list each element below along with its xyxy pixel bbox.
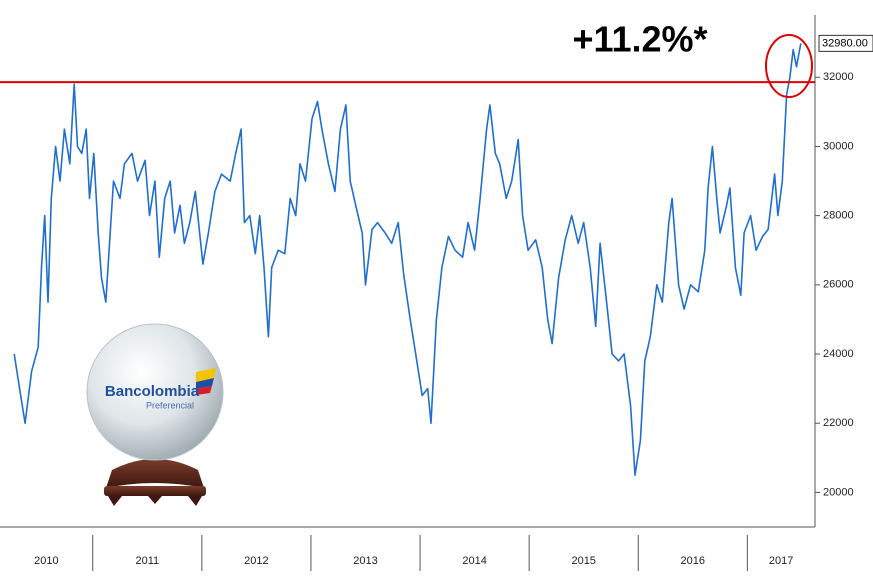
x-tick-label: 2012 bbox=[244, 555, 268, 567]
x-tick-label: 2013 bbox=[353, 555, 377, 567]
y-tick-label: 24000 bbox=[823, 348, 854, 360]
x-tick-label: 2011 bbox=[135, 555, 159, 567]
stand-feet bbox=[108, 496, 202, 506]
flag-red bbox=[196, 386, 212, 395]
crystal-ball bbox=[86, 323, 224, 461]
logo-name: Bancolombia bbox=[105, 383, 200, 400]
x-tick-label: 2016 bbox=[681, 555, 705, 567]
flag-blue bbox=[196, 378, 214, 389]
x-tick-label: 2015 bbox=[571, 555, 595, 567]
last-price-label: 32980.00 bbox=[822, 37, 868, 49]
x-tick-label: 2017 bbox=[769, 555, 793, 567]
annotation: +11.2%* bbox=[572, 19, 707, 60]
x-tick-label: 2014 bbox=[462, 555, 486, 567]
last-price-box bbox=[818, 34, 873, 52]
logo-subtitle: Preferencial bbox=[146, 400, 194, 410]
y-tick-label: 22000 bbox=[823, 417, 854, 429]
stand-top bbox=[106, 459, 204, 488]
flag-yellow bbox=[196, 368, 216, 382]
y-tick-label: 28000 bbox=[823, 210, 854, 222]
price-line bbox=[13, 43, 802, 476]
highlight-circle bbox=[765, 34, 813, 98]
y-tick-label: 32000 bbox=[823, 71, 854, 83]
x-tick-label: 2010 bbox=[34, 555, 58, 567]
stand-base bbox=[104, 486, 206, 496]
y-tick-label: 30000 bbox=[823, 140, 854, 152]
y-tick-label: 26000 bbox=[823, 279, 854, 291]
logo: Bancolombia Preferencial bbox=[86, 323, 224, 506]
y-tick-label: 20000 bbox=[823, 486, 854, 498]
